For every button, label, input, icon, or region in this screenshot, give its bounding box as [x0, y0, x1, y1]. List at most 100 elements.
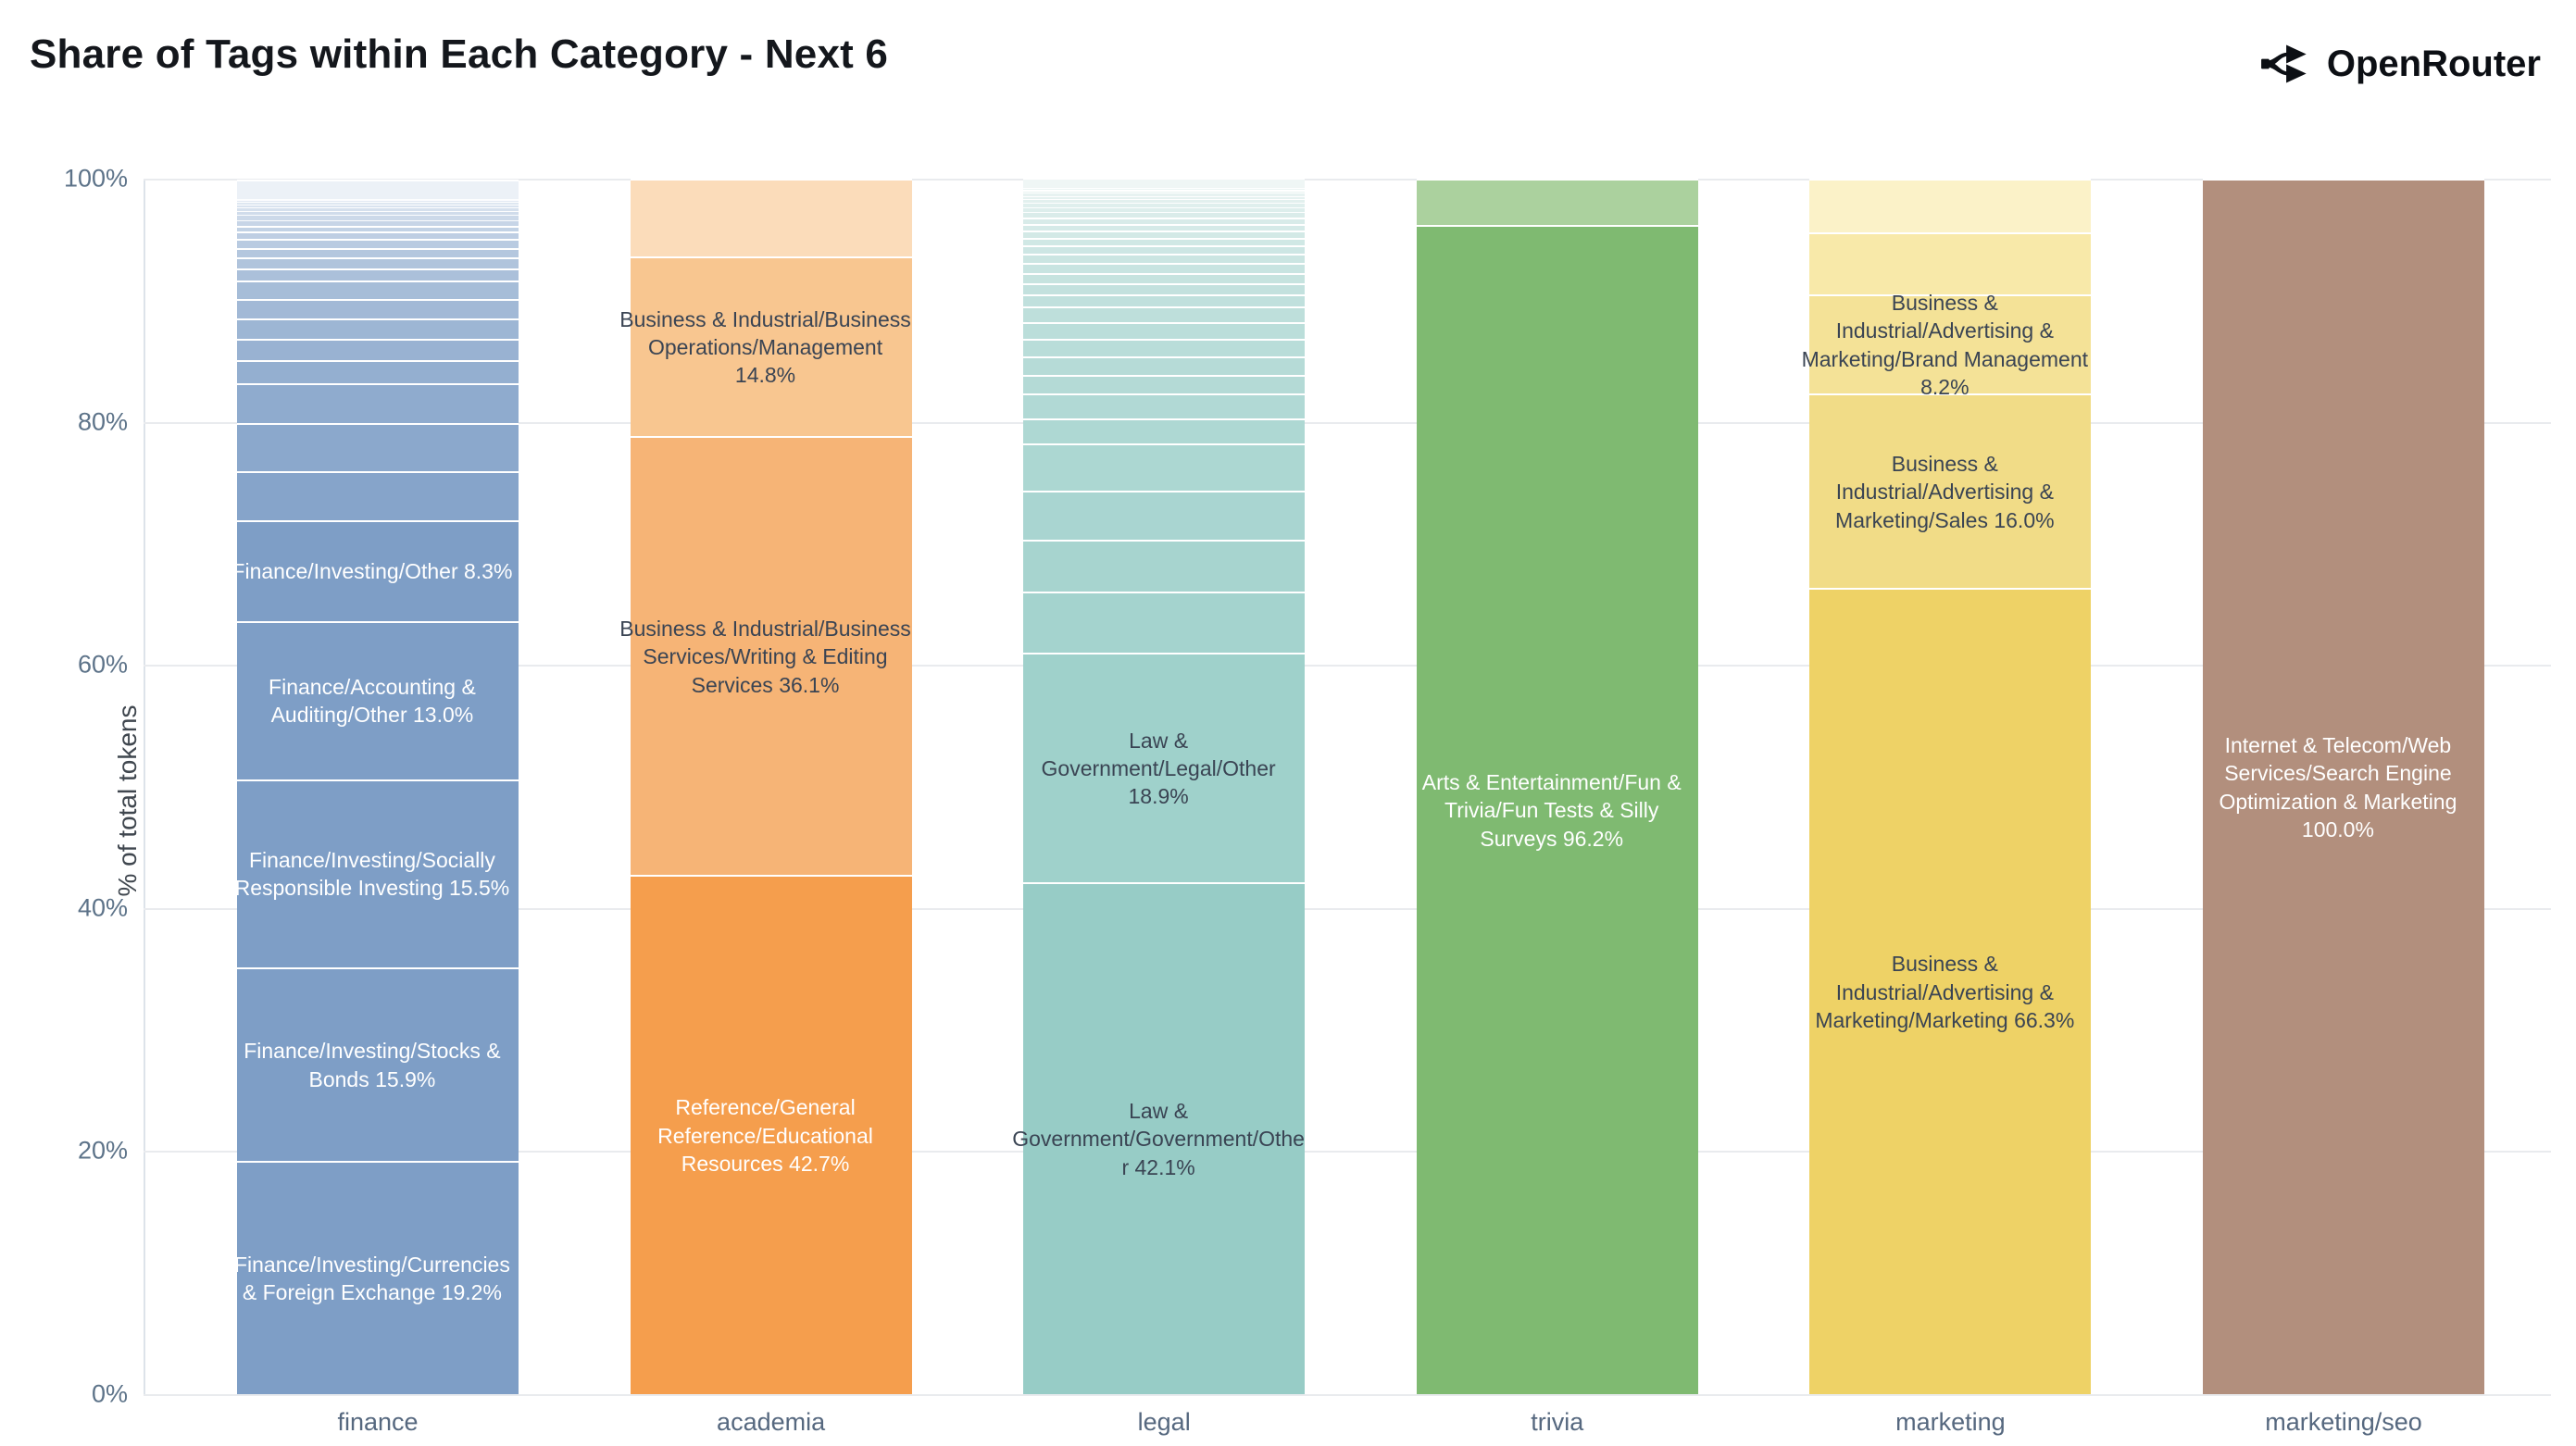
bar-segment-unlabeled[interactable]: [1023, 592, 1306, 654]
bar-segment-label: Finance/Investing/Socially Responsible I…: [234, 848, 510, 901]
bar-segment-unlabeled[interactable]: [1023, 245, 1306, 255]
y-axis-line: [144, 179, 145, 1394]
bar-segment-unlabeled[interactable]: [237, 299, 519, 318]
bar-segment-unlabeled[interactable]: [1023, 254, 1306, 264]
bar-segment[interactable]: Finance/Accounting & Auditing/Other 13.0…: [237, 620, 519, 779]
bar-segment[interactable]: Arts & Entertainment/Fun & Trivia/Fun Te…: [1416, 224, 1698, 1394]
bar-segment-unlabeled[interactable]: [237, 471, 519, 520]
bar-segment-label: Law & Government/Legal/Other 18.9%: [1041, 728, 1276, 809]
bar-segment-unlabeled[interactable]: [1023, 187, 1306, 191]
bar-segment-label: Business & Industrial/Advertising & Mark…: [1835, 451, 2055, 532]
bar-marketing/seo: Internet & Telecom/Web Services/Search E…: [2203, 179, 2484, 1394]
bar-segment[interactable]: Finance/Investing/Other 8.3%: [231, 519, 519, 621]
bar-segment-unlabeled[interactable]: [1023, 195, 1306, 200]
bar-trivia: Arts & Entertainment/Fun & Trivia/Fun Te…: [1416, 179, 1698, 1394]
bar-segment-label: Business & Industrial/Business Operation…: [619, 306, 911, 388]
bar-segment[interactable]: Law & Government/Government/Other 42.1%: [1012, 882, 1306, 1394]
bar-segment-unlabeled[interactable]: [1023, 178, 1306, 188]
bar-segment-unlabeled[interactable]: [237, 257, 519, 269]
bar-segment-unlabeled[interactable]: [237, 247, 519, 258]
bar-segment-unlabeled[interactable]: [1809, 179, 2092, 232]
bar-segment-unlabeled[interactable]: [237, 318, 519, 339]
bar-segment-unlabeled[interactable]: [237, 199, 519, 202]
bar-segment-label: Finance/Investing/Other 8.3%: [231, 559, 513, 584]
bar-segment-unlabeled[interactable]: [237, 231, 519, 239]
bar-segment-unlabeled[interactable]: [630, 179, 912, 257]
bar-segment[interactable]: Business & Industrial/Advertising & Mark…: [1809, 588, 2092, 1394]
y-tick-label-20%: 20%: [77, 1136, 128, 1165]
bar-legal: Law & Government/Government/Other 42.1% L…: [1012, 178, 1306, 1394]
bar-segment-unlabeled[interactable]: [237, 219, 519, 226]
bar-segment-unlabeled[interactable]: [1023, 491, 1306, 540]
bar-segment-unlabeled[interactable]: [237, 225, 519, 232]
bar-segment-unlabeled[interactable]: [1023, 305, 1306, 322]
bar-segment-unlabeled[interactable]: [1023, 293, 1306, 306]
bar-segment-label: Arts & Entertainment/Fun & Trivia/Fun Te…: [1421, 769, 1682, 851]
bar-segment-unlabeled[interactable]: [237, 204, 519, 207]
bar-segment-unlabeled[interactable]: [1023, 539, 1306, 592]
bar-segment-unlabeled[interactable]: [237, 179, 519, 199]
bar-academia: Reference/General Reference/Educational …: [619, 179, 912, 1394]
plot-area: Finance/Investing/Currencies & Foreign E…: [144, 178, 2551, 1396]
y-tick-label-80%: 80%: [77, 407, 128, 436]
bar-segment-unlabeled[interactable]: [1023, 443, 1306, 492]
bar-segment-unlabeled[interactable]: [237, 198, 519, 200]
bar-segment-unlabeled[interactable]: [1023, 418, 1306, 444]
bar-segment-unlabeled[interactable]: [1023, 190, 1306, 193]
gridline-100%: [144, 179, 2551, 181]
bar-segment-unlabeled[interactable]: [1023, 356, 1306, 376]
bar-segment-unlabeled[interactable]: [237, 268, 519, 281]
bar-segment[interactable]: Reference/General Reference/Educational …: [630, 875, 912, 1394]
openrouter-logo[interactable]: OpenRouter: [2260, 39, 2541, 89]
bar-segment-label: Finance/Accounting & Auditing/Other 13.0…: [269, 674, 476, 728]
bar-segment-unlabeled[interactable]: [1023, 230, 1306, 238]
bar-segment-unlabeled[interactable]: [1809, 231, 2092, 294]
bar-segment[interactable]: Finance/Investing/Socially Responsible I…: [235, 779, 519, 968]
bar-segment-unlabeled[interactable]: [1023, 193, 1306, 196]
bar-segment[interactable]: Law & Government/Legal/Other 18.9%: [1023, 653, 1306, 883]
gridline-40%: [144, 907, 2551, 910]
bar-segment-unlabeled[interactable]: [237, 338, 519, 360]
bar-segment-unlabeled[interactable]: [1023, 393, 1306, 418]
bar-segment[interactable]: Internet & Telecom/Web Services/Search E…: [2203, 179, 2484, 1394]
bar-segment-unlabeled[interactable]: [237, 206, 519, 211]
bar-segment[interactable]: Business & Industrial/Business Operation…: [619, 256, 912, 437]
bar-segment-unlabeled[interactable]: [1023, 203, 1306, 207]
bar-finance: Finance/Investing/Currencies & Foreign E…: [231, 179, 519, 1394]
bar-segment-unlabeled[interactable]: [1023, 339, 1306, 357]
bar-segment[interactable]: Finance/Investing/Currencies & Foreign E…: [234, 1160, 519, 1394]
bar-segment-unlabeled[interactable]: [1023, 263, 1306, 273]
bar-segment-unlabeled[interactable]: [1023, 212, 1306, 218]
bar-segment-unlabeled[interactable]: [1023, 282, 1306, 294]
bar-segment-unlabeled[interactable]: [1023, 321, 1306, 340]
bar-segment-unlabeled[interactable]: [1023, 199, 1306, 204]
bar-segment-unlabeled[interactable]: [237, 215, 519, 220]
bar-segment-unlabeled[interactable]: [1023, 237, 1306, 246]
y-tick-label-40%: 40%: [77, 893, 128, 922]
bar-segment-unlabeled[interactable]: [237, 359, 519, 383]
bar-segment-unlabeled[interactable]: [237, 422, 519, 472]
bar-segment-unlabeled[interactable]: [1023, 223, 1306, 231]
bar-segment-unlabeled[interactable]: [237, 382, 519, 423]
bar-segment-unlabeled[interactable]: [237, 210, 519, 216]
chart-title: Share of Tags within Each Category - Nex…: [30, 31, 889, 77]
bar-segment-unlabeled[interactable]: [237, 239, 519, 248]
bar-segment-unlabeled[interactable]: [237, 201, 519, 205]
bar-segment-unlabeled[interactable]: [1023, 206, 1306, 213]
bar-segment[interactable]: Business & Industrial/Advertising & Mark…: [1802, 291, 2092, 399]
bar-segment[interactable]: Business & Industrial/Advertising & Mark…: [1809, 393, 2092, 589]
x-axis-label-marketing-seo: marketing/seo: [2265, 1408, 2422, 1436]
x-axis-label-academia: academia: [717, 1408, 826, 1436]
bar-segment-label: Finance/Investing/Stocks & Bonds 15.9%: [244, 1039, 501, 1091]
openrouter-logo-icon: [2260, 39, 2310, 89]
y-tick-label-100%: 100%: [63, 164, 128, 193]
bar-segment-unlabeled[interactable]: [1023, 272, 1306, 283]
bar-segment-unlabeled[interactable]: [1416, 179, 1698, 225]
bar-segment[interactable]: Business & Industrial/Business Services/…: [619, 436, 912, 876]
bar-segment-unlabeled[interactable]: [1023, 218, 1306, 224]
bar-segment-unlabeled[interactable]: [237, 280, 519, 299]
bar-segment-label: Internet & Telecom/Web Services/Search E…: [2219, 732, 2457, 841]
bar-segment-unlabeled[interactable]: [1023, 375, 1306, 394]
bar-segment[interactable]: Finance/Investing/Stocks & Bonds 15.9%: [237, 967, 519, 1161]
